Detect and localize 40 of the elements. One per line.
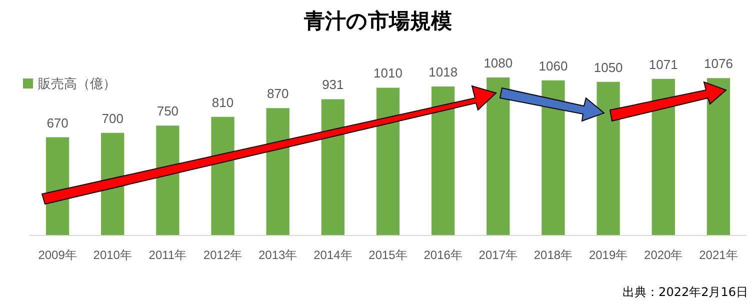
- legend-label: 販売高（億）: [38, 76, 116, 91]
- source-note: 出典：2022年2月16日: [622, 285, 748, 299]
- x-tick-label: 2010年: [93, 248, 132, 262]
- bar: [542, 80, 565, 235]
- data-label: 931: [322, 77, 344, 92]
- data-label: 670: [46, 115, 68, 130]
- bar: [321, 99, 344, 235]
- data-label: 750: [156, 104, 179, 119]
- data-label: 870: [266, 86, 289, 102]
- bar: [376, 88, 400, 235]
- bar: [266, 108, 290, 235]
- data-label: 1071: [648, 56, 678, 72]
- x-tick-label: 2009年: [38, 248, 77, 262]
- bar: [156, 126, 180, 235]
- data-label: 1060: [538, 58, 568, 74]
- data-label: 1018: [428, 64, 458, 80]
- bar: [486, 78, 510, 235]
- data-label: 1050: [594, 60, 623, 75]
- x-tick-label: 2016年: [424, 248, 462, 262]
- x-tick-label: 2018年: [534, 248, 573, 262]
- x-tick-label: 2015年: [368, 248, 408, 262]
- x-tick-label: 2012年: [203, 248, 242, 262]
- data-label: 1010: [374, 66, 402, 81]
- x-tick-label: 2011年: [148, 248, 187, 262]
- data-label: 810: [212, 94, 234, 110]
- x-tick-label: 2014年: [314, 248, 352, 262]
- bar: [432, 86, 455, 235]
- x-tick-label: 2021年: [699, 248, 738, 262]
- bar: [652, 78, 675, 235]
- bar: [706, 78, 730, 235]
- chart-title: 青汁の市場規模: [303, 9, 452, 33]
- x-tick-label: 2020年: [644, 248, 683, 262]
- bar: [596, 82, 620, 235]
- data-label: 1076: [704, 56, 733, 72]
- x-tick-label: 2019年: [588, 248, 628, 262]
- x-tick-label: 2013年: [258, 248, 298, 262]
- bar: [211, 116, 234, 235]
- data-label: 700: [102, 110, 124, 126]
- x-tick-label: 2017年: [478, 248, 518, 262]
- data-label: 1080: [484, 56, 513, 70]
